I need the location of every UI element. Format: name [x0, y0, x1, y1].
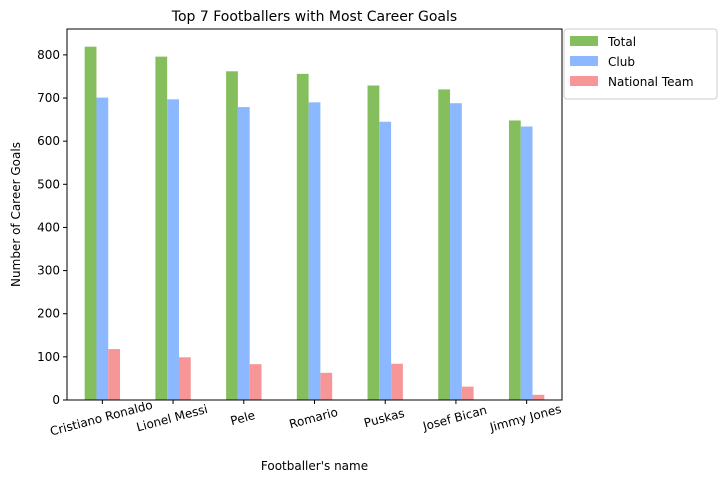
chart-title: Top 7 Footballers with Most Career Goals — [171, 9, 457, 25]
legend-label-club: Club — [608, 55, 635, 69]
bar-total-0 — [84, 46, 97, 401]
y-tick-label-3: 300 — [37, 264, 60, 278]
y-axis: 0 100 200 300 400 500 600 700 800 — [37, 48, 67, 407]
bar-national-team-0 — [108, 349, 121, 400]
bar-total-4 — [367, 85, 380, 400]
legend-label-total: Total — [607, 35, 636, 49]
bar-total-1 — [155, 56, 168, 400]
bar-club-1 — [167, 99, 179, 400]
y-tick-label-8: 800 — [37, 48, 60, 62]
y-tick-label-5: 500 — [37, 177, 60, 191]
y-tick-label-2: 200 — [37, 307, 60, 321]
y-tick-label-0: 0 — [52, 393, 60, 407]
bar-national-team-2 — [249, 364, 262, 400]
bar-total-2 — [226, 71, 238, 401]
bar-club-5 — [450, 103, 462, 400]
bar-club-0 — [96, 97, 109, 400]
bar-total-5 — [438, 89, 451, 400]
bar-national-team-5 — [461, 386, 474, 400]
y-axis-label: Number of Career Goals — [9, 142, 23, 287]
legend-box — [563, 28, 718, 100]
bar-national-team-1 — [178, 357, 191, 400]
bars-group — [84, 46, 545, 401]
y-tick-label-6: 600 — [37, 134, 60, 148]
legend-swatch-total — [570, 36, 598, 46]
plot-frame — [66, 28, 563, 401]
bar-club-6 — [520, 126, 533, 400]
bar-club-3 — [308, 102, 321, 400]
legend: Total Club National Team — [563, 28, 718, 100]
x-tick-label-2: Pele — [229, 408, 257, 428]
bar-club-4 — [379, 121, 392, 400]
legend-swatch-national-team — [570, 76, 598, 86]
y-tick-label-4: 400 — [37, 220, 60, 234]
bar-total-3 — [296, 73, 309, 401]
bar-club-2 — [237, 107, 250, 401]
bar-national-team-6 — [532, 394, 545, 400]
bar-total-6 — [508, 120, 521, 400]
legend-swatch-club — [570, 56, 598, 66]
y-tick-label-7: 700 — [37, 91, 60, 105]
x-axis-label: Footballer's name — [261, 459, 368, 473]
legend-label-national-team: National Team — [608, 75, 694, 89]
bar-national-team-3 — [320, 372, 333, 400]
bar-national-team-4 — [391, 363, 403, 400]
y-tick-label-1: 100 — [37, 350, 60, 364]
